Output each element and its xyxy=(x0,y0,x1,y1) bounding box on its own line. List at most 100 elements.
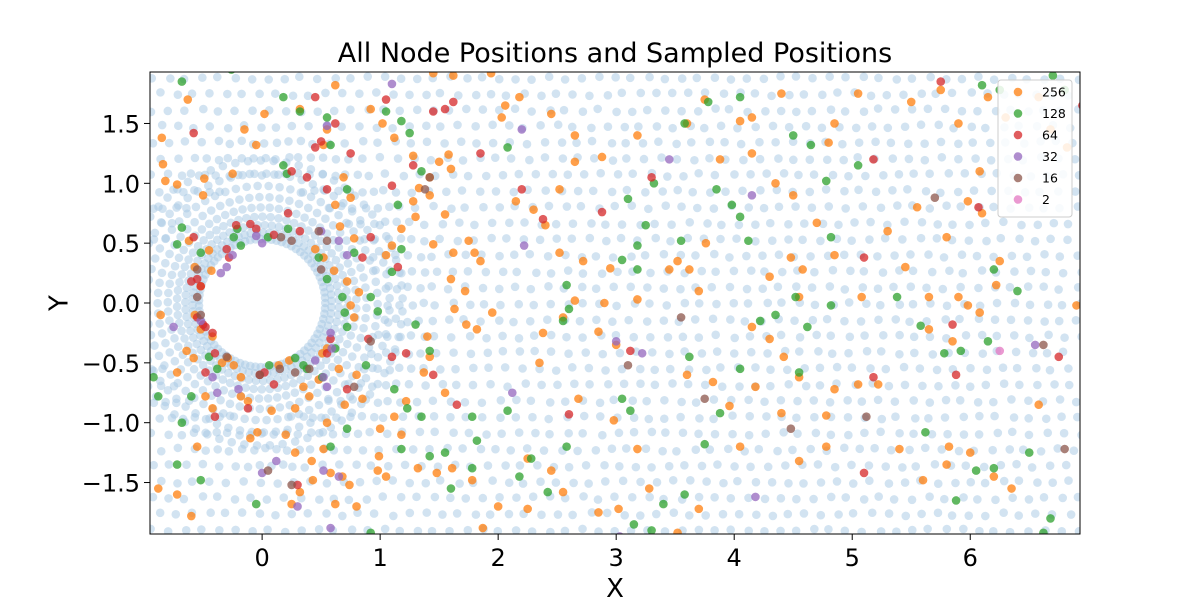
background-node xyxy=(848,508,858,518)
data-point xyxy=(597,207,607,217)
background-node xyxy=(860,331,869,340)
background-node xyxy=(367,349,376,359)
background-node xyxy=(327,407,336,416)
background-node xyxy=(810,524,819,534)
data-point xyxy=(786,424,796,433)
data-point xyxy=(974,202,983,212)
background-node xyxy=(1017,220,1026,230)
background-node xyxy=(477,398,487,408)
background-node xyxy=(679,172,688,181)
background-node xyxy=(587,123,596,133)
background-node xyxy=(890,251,899,260)
data-point xyxy=(198,190,208,200)
legend-marker xyxy=(1013,195,1023,204)
background-node xyxy=(477,72,487,82)
background-node xyxy=(371,321,380,331)
background-node xyxy=(227,389,237,399)
data-point xyxy=(390,133,399,143)
background-node xyxy=(220,210,230,220)
background-node xyxy=(362,303,371,313)
background-node xyxy=(650,219,659,229)
background-node xyxy=(272,138,282,148)
background-node xyxy=(155,319,164,328)
background-node xyxy=(922,283,931,293)
background-node xyxy=(235,430,244,440)
data-point xyxy=(310,143,320,152)
background-node xyxy=(658,187,668,196)
background-node xyxy=(782,365,792,375)
data-point xyxy=(712,184,721,194)
background-node xyxy=(338,270,347,280)
background-node xyxy=(900,217,909,227)
data-point xyxy=(600,298,609,308)
data-point xyxy=(936,85,946,95)
background-node xyxy=(832,477,842,486)
background-node xyxy=(923,104,933,114)
data-point xyxy=(751,492,760,502)
background-node xyxy=(700,380,710,390)
data-point xyxy=(381,107,391,116)
data-point xyxy=(564,410,574,419)
background-node xyxy=(710,170,720,180)
background-node xyxy=(453,91,463,100)
background-node xyxy=(294,199,304,209)
data-point xyxy=(447,463,457,473)
background-node xyxy=(165,249,174,259)
background-node xyxy=(663,172,672,181)
background-node xyxy=(204,181,213,190)
background-node xyxy=(826,430,836,440)
background-node xyxy=(383,301,392,311)
background-node xyxy=(280,74,290,84)
background-node xyxy=(667,88,677,98)
data-point xyxy=(747,190,757,200)
background-node xyxy=(961,461,971,470)
background-node xyxy=(647,427,657,437)
background-node xyxy=(338,511,347,521)
background-node xyxy=(981,380,991,390)
background-node xyxy=(153,288,163,298)
background-node xyxy=(668,379,677,388)
data-point xyxy=(515,92,524,102)
background-node xyxy=(369,187,379,197)
background-node xyxy=(528,492,538,502)
background-node xyxy=(322,479,332,488)
background-node xyxy=(873,284,883,293)
data-point xyxy=(330,499,340,509)
background-node xyxy=(639,154,649,164)
background-node xyxy=(225,378,235,388)
data-point xyxy=(196,316,206,326)
background-node xyxy=(262,495,272,504)
background-node xyxy=(305,445,315,454)
data-point xyxy=(546,109,556,119)
data-point xyxy=(290,448,300,457)
data-point xyxy=(156,310,165,320)
background-node xyxy=(598,430,607,440)
background-node xyxy=(426,155,436,165)
background-node xyxy=(844,298,854,307)
background-node xyxy=(384,234,394,244)
background-node xyxy=(187,477,197,486)
data-point xyxy=(375,424,385,433)
background-node xyxy=(751,363,760,372)
background-node xyxy=(560,397,570,406)
data-point xyxy=(664,155,674,164)
background-node xyxy=(840,107,850,116)
background-node xyxy=(659,284,669,293)
background-node xyxy=(726,75,736,84)
background-node xyxy=(182,460,191,469)
background-node xyxy=(920,139,929,148)
background-node xyxy=(959,493,968,502)
data-point xyxy=(253,427,262,437)
background-node xyxy=(711,267,720,277)
background-node xyxy=(453,236,463,246)
background-node xyxy=(1005,282,1015,292)
background-node xyxy=(254,394,264,403)
background-node xyxy=(710,429,720,439)
background-node xyxy=(686,475,695,485)
background-node xyxy=(340,139,349,148)
background-node xyxy=(979,462,989,472)
background-node xyxy=(651,509,661,519)
background-node xyxy=(262,415,271,425)
data-point xyxy=(316,137,326,146)
background-node xyxy=(776,106,786,116)
